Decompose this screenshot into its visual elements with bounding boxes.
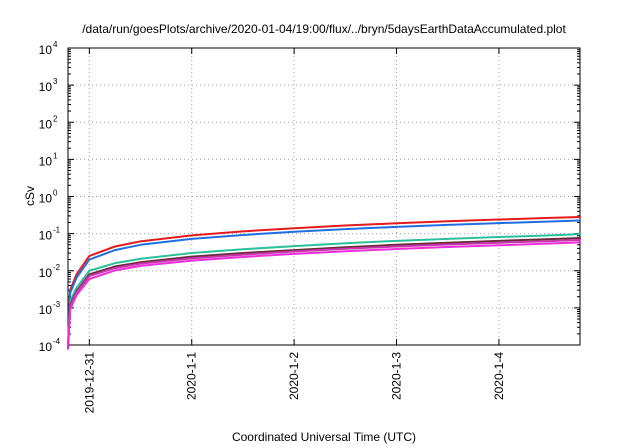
x-axis: 2019-12-31 2020-1-1 2020-1-2 2020-1-3 2020-1…: [82, 48, 506, 413]
y-tick-exponent: 0: [53, 189, 58, 198]
y-tick-base: 10: [39, 117, 53, 131]
series-line-6: [67, 241, 581, 350]
x-axis-label: Coordinated Universal Time (UTC): [232, 430, 416, 444]
y-tick-label: 10 1: [39, 151, 58, 168]
y-tick-base: 10: [39, 340, 53, 354]
series-line-5: [67, 238, 581, 350]
y-tick-base: 10: [39, 154, 53, 168]
series-line-3: [67, 233, 581, 350]
y-tick-exponent: 4: [53, 40, 58, 49]
x-tick-label: 2020-1-2: [287, 352, 301, 400]
y-tick-base: 10: [39, 229, 53, 243]
y-tick-base: 10: [39, 303, 53, 317]
x-tick-label: 2019-12-31: [82, 352, 96, 414]
grid: [68, 48, 580, 345]
y-tick-base: 10: [39, 266, 53, 280]
y-tick-label: 10 3: [39, 77, 58, 94]
y-tick-label: 10 -4: [39, 337, 61, 354]
chart-title: /data/run/goesPlots/archive/2020-01-04/1…: [82, 22, 566, 36]
y-tick-label: 10 -1: [39, 226, 61, 243]
y-tick-exponent: 3: [53, 77, 58, 86]
y-tick-base: 10: [39, 192, 53, 206]
x-tick-label: 2020-1-1: [185, 352, 199, 400]
y-axis-label: cSv: [23, 186, 37, 206]
y-tick-label: 10 4: [39, 40, 58, 57]
y-tick-label: 10 0: [39, 189, 58, 206]
series-line-4: [67, 237, 581, 350]
x-tick-label: 2020-1-4: [492, 352, 506, 400]
series-line-1: [67, 216, 581, 350]
series-line-2: [67, 219, 581, 350]
y-tick-label: 10 2: [39, 114, 58, 131]
y-tick-exponent: -1: [53, 226, 61, 235]
y-tick-exponent: 2: [53, 114, 58, 123]
y-tick-exponent: -2: [53, 263, 61, 272]
y-tick-label: 10 -2: [39, 263, 61, 280]
y-tick-label: 10 -3: [39, 300, 61, 317]
y-tick-exponent: -3: [53, 300, 61, 309]
y-tick-base: 10: [39, 80, 53, 94]
series-lines: [67, 216, 581, 350]
y-tick-base: 10: [39, 43, 53, 57]
x-tick-label: 2020-1-3: [390, 352, 404, 400]
y-tick-exponent: 1: [53, 151, 58, 160]
y-tick-exponent: -4: [53, 337, 61, 346]
